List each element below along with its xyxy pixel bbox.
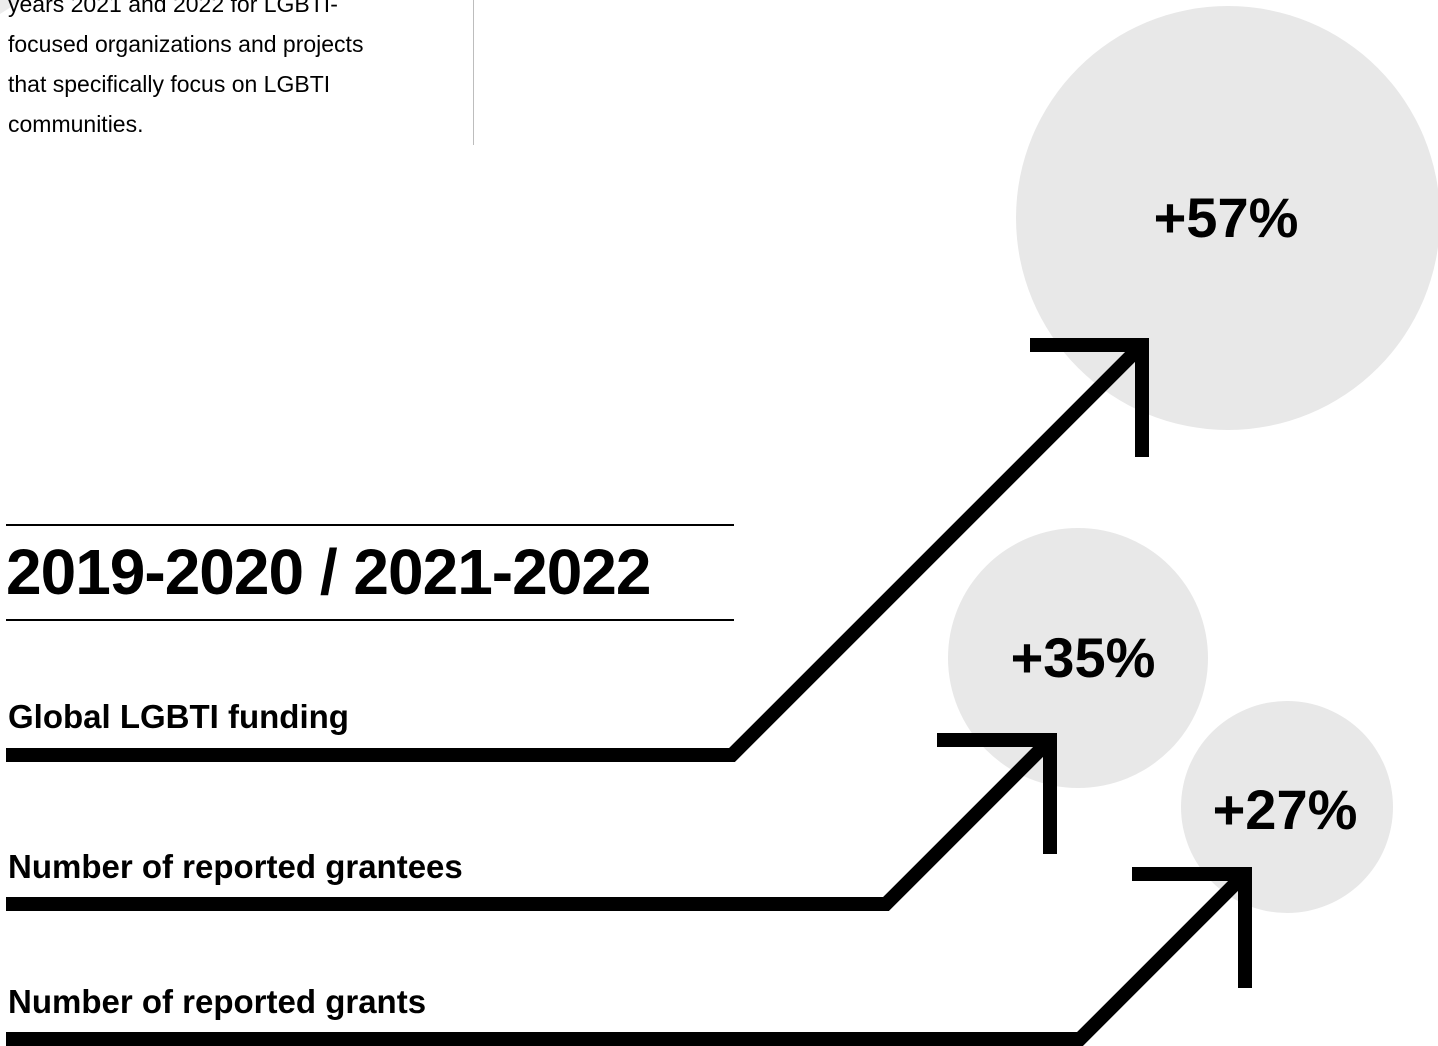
funding-arrow-head [1030, 338, 1149, 457]
metric-label-funding: Global LGBTI funding [8, 698, 349, 735]
grants-arrow-line [6, 869, 1250, 1046]
period-bottom-rule [6, 619, 734, 621]
metric-label-grants: Number of reported grants [8, 983, 427, 1020]
metric-label-grantees: Number of reported grantees [8, 848, 463, 885]
grantees-change-circle [948, 528, 1208, 788]
funding-change-value: +57% [1153, 186, 1299, 249]
intro-line: that specifically focus on LGBTI [8, 71, 331, 97]
column-divider [473, 0, 474, 145]
period-top-rule [6, 524, 734, 526]
funding-arrow-line [6, 340, 1147, 762]
intro-line: years 2021 and 2022 for LGBTI- [8, 0, 338, 17]
intro-paragraph: years 2021 and 2022 for LGBTI- focused o… [8, 0, 448, 144]
grantees-arrow-head [937, 733, 1057, 854]
grantees-arrow-line [6, 735, 1055, 911]
funding-change-circle [1016, 6, 1438, 430]
grants-change-value: +27% [1212, 778, 1358, 841]
decorative-corner-shape [0, 0, 22, 14]
grants-arrow-head [1132, 867, 1252, 988]
period-title: 2019-2020 / 2021-2022 [6, 536, 651, 608]
intro-line: communities. [8, 111, 144, 137]
grants-change-circle [1181, 701, 1393, 913]
grantees-change-value: +35% [1010, 626, 1156, 689]
intro-line: focused organizations and projects [8, 31, 364, 57]
